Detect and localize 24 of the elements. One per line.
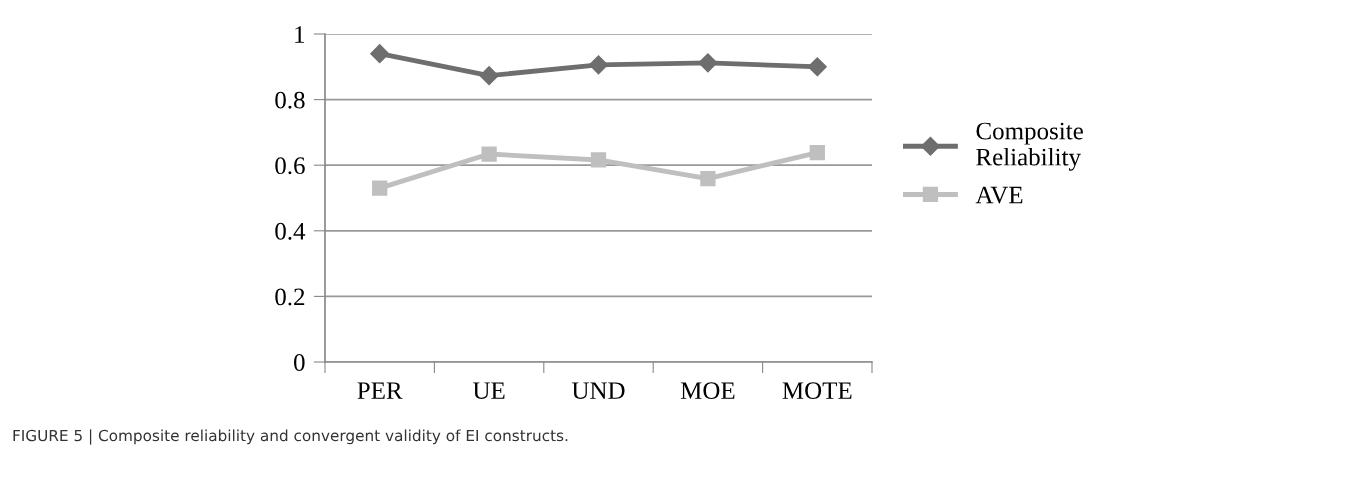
- point: [698, 53, 718, 73]
- point: [807, 57, 827, 77]
- legend-label: AVE: [975, 186, 1023, 204]
- y-tick-label: 1: [295, 26, 305, 43]
- point: [588, 55, 609, 75]
- point: [700, 171, 716, 187]
- y-tick-label: 0.2: [275, 288, 305, 306]
- point: [809, 145, 825, 161]
- point: [481, 146, 497, 162]
- y-tick-label: 0.6: [275, 157, 305, 175]
- legend-label: Composite Reliability: [976, 122, 1083, 171]
- point: [479, 66, 499, 86]
- x-tick-label: MOE: [680, 382, 735, 400]
- y-tick-label: 0: [294, 354, 305, 371]
- point: [370, 44, 390, 64]
- x-tick-label: UND: [571, 382, 625, 400]
- y-tick-label: 0.4: [275, 222, 306, 240]
- x-tick-label: PER: [357, 382, 403, 399]
- point: [590, 152, 607, 168]
- x-tick-label: MOTE: [782, 382, 852, 400]
- y-tick-label: 0.8: [275, 91, 305, 109]
- x-tick-label: UE: [472, 382, 505, 400]
- caption: FIGURE 5 | Composite reliability and convergent validity of EI constructs.: [13, 429, 568, 445]
- point: [372, 180, 388, 196]
